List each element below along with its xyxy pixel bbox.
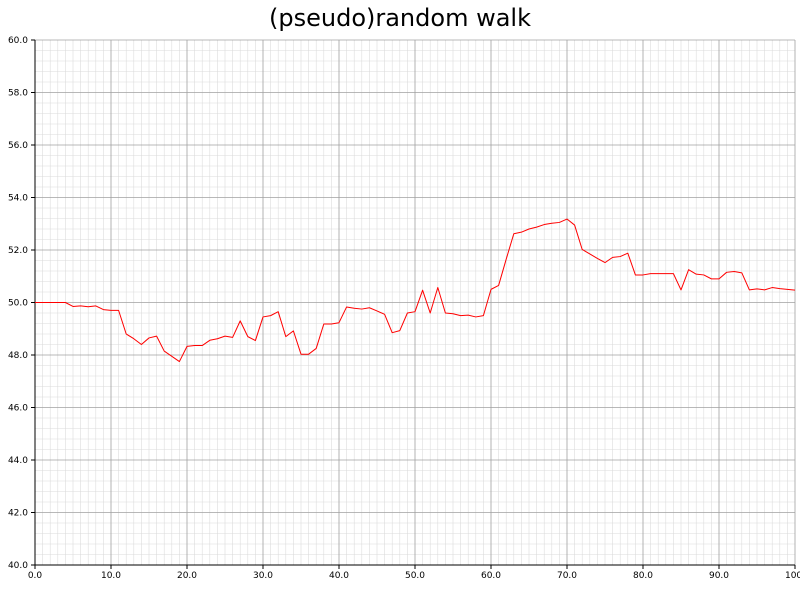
- chart-title: (pseudo)random walk: [269, 4, 531, 32]
- y-tick-label: 46.0: [8, 404, 28, 414]
- y-tick-label: 58.0: [8, 89, 28, 99]
- x-tick-label: 0.0: [28, 571, 43, 581]
- x-tick-label: 30.0: [253, 571, 273, 581]
- y-tick-label: 44.0: [8, 456, 28, 466]
- y-axis-ticks: 40.0 42.0 44.0 46.0 48.0 50.0 52.0 54.0 56.0 58.0…: [8, 36, 35, 571]
- x-tick-label: 80.0: [633, 571, 653, 581]
- x-tick-label: 20.0: [177, 571, 197, 581]
- x-tick-label: 40.0: [329, 571, 349, 581]
- series-layer: [35, 218, 796, 363]
- y-tick-label: 60.0: [8, 36, 28, 46]
- major-grid: [34, 39, 796, 566]
- x-tick-label: 10.0: [101, 571, 121, 581]
- x-tick-label: 50.0: [405, 571, 425, 581]
- x-tick-label: 70.0: [557, 571, 577, 581]
- x-axis-ticks: 0.0 10.0 20.0 30.0 40.0 50.0 60.0 70.0 80.0 90.0 1…: [28, 565, 800, 581]
- y-tick-label: 56.0: [8, 141, 28, 151]
- y-tick-label: 40.0: [8, 561, 28, 571]
- y-tick-label: 54.0: [8, 194, 28, 204]
- y-tick-label: 42.0: [8, 509, 28, 519]
- x-tick-label: 100.: [785, 571, 800, 581]
- y-tick-label: 48.0: [8, 351, 28, 361]
- y-tick-label: 52.0: [8, 246, 28, 256]
- y-tick-label: 50.0: [8, 299, 28, 309]
- x-tick-label: 90.0: [709, 571, 729, 581]
- x-tick-label: 60.0: [481, 571, 501, 581]
- series-line: [35, 218, 796, 363]
